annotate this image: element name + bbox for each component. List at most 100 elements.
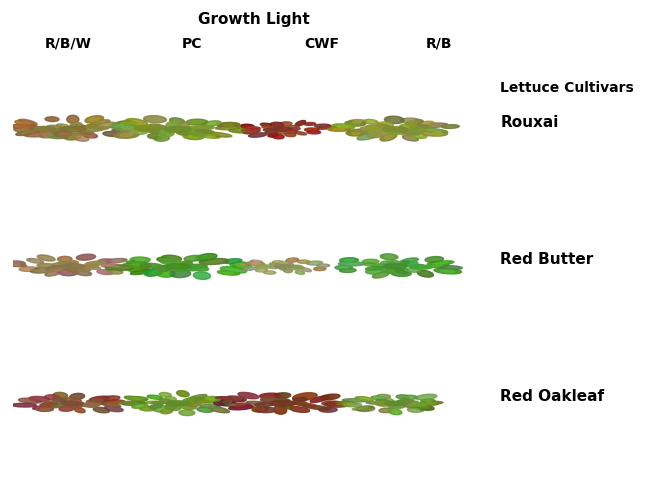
Ellipse shape — [18, 404, 31, 406]
Ellipse shape — [310, 406, 323, 409]
Ellipse shape — [295, 120, 306, 126]
Ellipse shape — [300, 261, 307, 263]
Ellipse shape — [45, 117, 59, 121]
Ellipse shape — [81, 128, 103, 132]
Ellipse shape — [153, 406, 174, 412]
Text: CWF: CWF — [304, 37, 339, 51]
Ellipse shape — [272, 124, 283, 128]
Ellipse shape — [170, 405, 181, 410]
Ellipse shape — [211, 133, 225, 136]
Ellipse shape — [278, 122, 292, 127]
Ellipse shape — [70, 122, 82, 127]
Ellipse shape — [161, 272, 171, 275]
Ellipse shape — [110, 260, 122, 262]
Ellipse shape — [352, 131, 365, 134]
Ellipse shape — [348, 120, 366, 124]
Ellipse shape — [109, 407, 118, 410]
Ellipse shape — [331, 403, 343, 406]
Ellipse shape — [428, 124, 441, 126]
Ellipse shape — [157, 266, 174, 271]
Ellipse shape — [24, 268, 34, 270]
Ellipse shape — [166, 121, 179, 129]
Ellipse shape — [248, 133, 267, 137]
Ellipse shape — [278, 261, 287, 266]
Ellipse shape — [213, 408, 224, 411]
Ellipse shape — [270, 122, 284, 127]
Ellipse shape — [149, 124, 166, 129]
Ellipse shape — [303, 405, 330, 410]
Ellipse shape — [281, 123, 289, 125]
Ellipse shape — [348, 404, 357, 406]
Ellipse shape — [159, 408, 169, 411]
Ellipse shape — [133, 268, 144, 270]
Ellipse shape — [237, 264, 250, 267]
Ellipse shape — [420, 132, 436, 136]
Ellipse shape — [272, 261, 283, 264]
Ellipse shape — [295, 271, 305, 274]
Ellipse shape — [262, 126, 274, 129]
Ellipse shape — [184, 255, 203, 261]
Ellipse shape — [120, 129, 136, 131]
Ellipse shape — [311, 262, 318, 264]
Ellipse shape — [399, 396, 406, 398]
Ellipse shape — [298, 260, 309, 263]
Ellipse shape — [93, 407, 110, 413]
Ellipse shape — [388, 403, 400, 408]
Ellipse shape — [298, 272, 302, 273]
Ellipse shape — [72, 134, 89, 141]
Ellipse shape — [98, 259, 113, 263]
Ellipse shape — [133, 262, 145, 265]
Ellipse shape — [223, 124, 234, 126]
Ellipse shape — [208, 406, 229, 413]
Ellipse shape — [261, 397, 278, 402]
Ellipse shape — [308, 129, 315, 131]
Ellipse shape — [291, 401, 307, 405]
Ellipse shape — [325, 396, 335, 399]
Ellipse shape — [102, 403, 121, 407]
Ellipse shape — [266, 272, 273, 273]
Ellipse shape — [95, 122, 118, 128]
Ellipse shape — [358, 407, 368, 409]
Ellipse shape — [144, 116, 166, 123]
Ellipse shape — [132, 404, 148, 408]
Ellipse shape — [165, 403, 178, 409]
Ellipse shape — [99, 396, 120, 401]
Ellipse shape — [275, 135, 281, 138]
Ellipse shape — [36, 407, 44, 409]
Ellipse shape — [317, 264, 330, 267]
Ellipse shape — [295, 132, 307, 135]
Ellipse shape — [34, 126, 55, 131]
Ellipse shape — [339, 267, 348, 268]
Ellipse shape — [60, 126, 86, 132]
Ellipse shape — [218, 400, 237, 404]
Ellipse shape — [59, 406, 73, 411]
Ellipse shape — [434, 262, 447, 264]
Ellipse shape — [37, 264, 56, 268]
Ellipse shape — [200, 404, 220, 409]
Ellipse shape — [406, 131, 427, 138]
Ellipse shape — [380, 134, 396, 141]
Ellipse shape — [270, 263, 278, 265]
Ellipse shape — [367, 120, 374, 123]
Ellipse shape — [18, 398, 42, 403]
Ellipse shape — [214, 401, 235, 406]
Ellipse shape — [357, 133, 378, 140]
Ellipse shape — [81, 265, 99, 268]
Ellipse shape — [387, 261, 402, 266]
Ellipse shape — [367, 133, 382, 138]
Ellipse shape — [207, 260, 222, 263]
Ellipse shape — [34, 398, 44, 401]
Ellipse shape — [421, 399, 436, 402]
Ellipse shape — [205, 134, 215, 137]
Ellipse shape — [385, 255, 393, 258]
Ellipse shape — [388, 409, 402, 415]
Ellipse shape — [352, 406, 373, 410]
Ellipse shape — [446, 126, 455, 127]
Ellipse shape — [298, 133, 304, 134]
Ellipse shape — [18, 119, 37, 125]
Ellipse shape — [62, 401, 84, 406]
Ellipse shape — [139, 406, 156, 411]
Ellipse shape — [285, 130, 297, 134]
Ellipse shape — [36, 407, 53, 412]
Ellipse shape — [400, 130, 419, 135]
